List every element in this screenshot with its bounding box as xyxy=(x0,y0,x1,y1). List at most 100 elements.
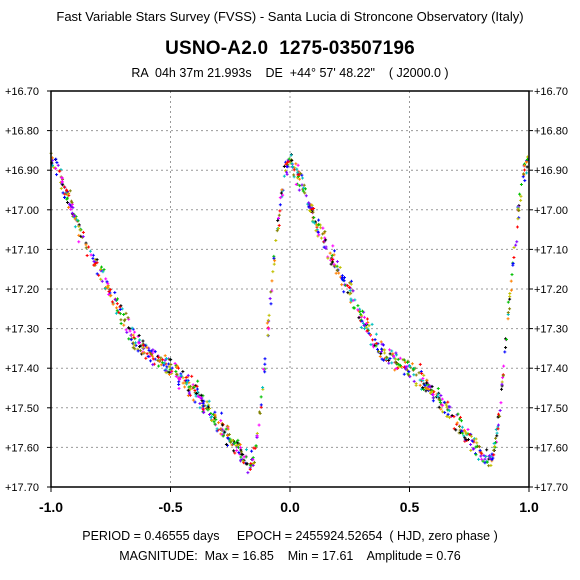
data-point xyxy=(414,383,418,387)
data-point xyxy=(141,351,145,355)
data-point xyxy=(115,302,119,306)
data-point xyxy=(145,352,149,356)
data-point xyxy=(348,292,352,296)
data-point xyxy=(84,246,88,250)
data-point xyxy=(246,471,250,475)
data-point xyxy=(147,348,151,352)
data-point xyxy=(290,159,294,163)
data-point xyxy=(515,225,519,229)
data-point xyxy=(418,383,422,387)
data-point xyxy=(100,265,104,269)
data-point xyxy=(67,202,71,206)
data-point xyxy=(521,175,525,179)
data-point xyxy=(61,183,65,187)
y-tick-label-right: +17.60 xyxy=(534,442,568,454)
data-point xyxy=(131,346,135,350)
data-point xyxy=(388,356,392,360)
data-point xyxy=(331,244,335,248)
data-point xyxy=(257,423,261,427)
data-point xyxy=(285,170,289,174)
data-point xyxy=(271,270,275,274)
data-point xyxy=(474,445,478,449)
data-point xyxy=(242,455,246,459)
data-point xyxy=(296,173,300,177)
data-point xyxy=(299,172,303,176)
data-point xyxy=(188,387,192,391)
data-point xyxy=(335,260,339,264)
data-point xyxy=(455,421,459,425)
data-point xyxy=(130,326,134,330)
y-tick-label: +16.80 xyxy=(5,126,39,138)
data-point xyxy=(436,392,440,396)
data-point xyxy=(183,385,187,389)
data-point xyxy=(88,249,92,253)
data-point xyxy=(482,454,486,458)
data-point xyxy=(61,191,65,195)
data-point xyxy=(319,236,323,240)
data-point xyxy=(163,361,167,365)
data-point xyxy=(126,316,130,320)
data-point xyxy=(506,311,510,315)
data-point xyxy=(446,408,450,412)
data-point xyxy=(522,172,526,176)
star-name: USNO-A2.0 1275-03507196 xyxy=(165,38,415,59)
data-point xyxy=(181,370,185,374)
data-point xyxy=(332,262,336,266)
data-point xyxy=(285,160,289,164)
data-point xyxy=(167,362,171,366)
data-point xyxy=(198,395,202,399)
data-point xyxy=(506,317,510,321)
data-point xyxy=(422,387,426,391)
data-point xyxy=(364,322,368,326)
data-point xyxy=(331,260,335,264)
data-point xyxy=(100,279,104,283)
data-point xyxy=(460,425,464,429)
data-point xyxy=(456,412,460,416)
data-point xyxy=(113,291,117,295)
data-point xyxy=(144,356,148,360)
data-point xyxy=(446,400,450,404)
data-point xyxy=(388,348,392,352)
x-tick-label: 0.5 xyxy=(400,499,420,515)
data-point xyxy=(110,300,114,304)
data-point xyxy=(287,157,291,161)
data-point xyxy=(459,419,463,423)
data-point xyxy=(298,184,302,188)
data-point xyxy=(304,194,308,198)
data-point xyxy=(359,325,363,329)
data-point xyxy=(510,273,514,277)
data-point xyxy=(177,386,181,390)
data-point xyxy=(63,195,67,199)
data-point xyxy=(210,418,214,422)
data-point xyxy=(208,413,212,417)
data-point xyxy=(364,325,368,329)
data-point xyxy=(269,302,273,306)
data-point xyxy=(228,437,232,441)
data-point xyxy=(408,364,412,368)
data-point xyxy=(69,205,73,209)
data-point xyxy=(220,411,224,415)
data-point xyxy=(106,282,110,286)
data-point xyxy=(163,358,167,362)
data-point xyxy=(471,447,475,451)
data-point xyxy=(277,226,281,230)
data-point xyxy=(362,324,366,328)
data-point xyxy=(149,359,153,363)
data-point xyxy=(269,290,273,294)
data-point xyxy=(365,329,369,333)
data-point xyxy=(373,338,377,342)
data-point xyxy=(506,300,510,304)
data-point xyxy=(501,374,505,378)
data-point xyxy=(337,271,341,275)
data-point xyxy=(248,467,252,471)
data-point xyxy=(493,444,497,448)
data-point xyxy=(348,281,352,285)
data-point xyxy=(496,415,500,419)
data-point xyxy=(115,309,119,313)
data-point xyxy=(215,427,219,431)
data-point xyxy=(330,253,334,257)
data-point xyxy=(261,385,265,389)
data-point xyxy=(120,307,124,311)
data-point xyxy=(125,330,129,334)
data-point xyxy=(99,267,103,271)
